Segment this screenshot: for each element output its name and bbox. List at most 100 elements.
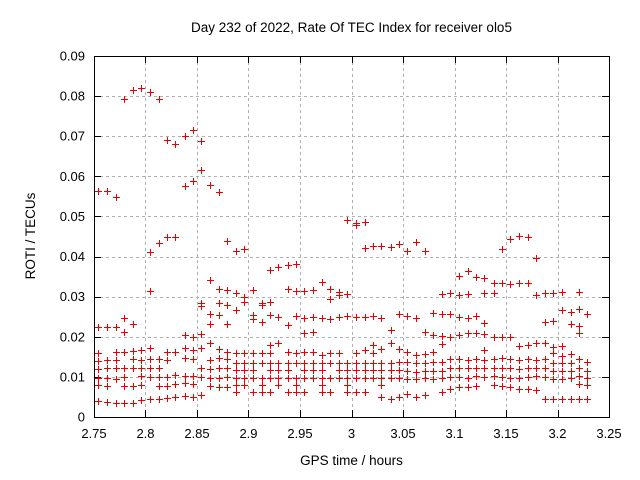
- data-point-marker: [336, 314, 343, 321]
- data-point-marker: [559, 396, 566, 403]
- data-point-marker: [310, 375, 317, 382]
- data-point-marker: [121, 400, 128, 407]
- data-point-marker: [576, 373, 583, 380]
- data-point-marker: [259, 375, 266, 382]
- data-point-marker: [241, 382, 248, 389]
- data-point-marker: [404, 248, 411, 255]
- data-point-marker: [413, 239, 420, 246]
- data-point-marker: [224, 349, 231, 356]
- data-point-marker: [164, 234, 171, 241]
- data-point-marker: [473, 365, 480, 372]
- data-point-marker: [499, 280, 506, 287]
- data-point-marker: [216, 346, 223, 353]
- data-point-marker: [285, 367, 292, 374]
- data-point-marker: [447, 374, 454, 381]
- data-point-marker: [584, 396, 591, 403]
- data-point-marker: [156, 365, 163, 372]
- data-point-marker: [533, 365, 540, 372]
- data-point-marker: [198, 331, 205, 338]
- data-point-marker: [533, 373, 540, 380]
- data-point-marker: [568, 396, 575, 403]
- data-point-marker: [207, 366, 214, 373]
- data-point-marker: [216, 355, 223, 362]
- data-point-marker: [422, 329, 429, 336]
- data-point-marker: [224, 238, 231, 245]
- data-point-marker: [95, 358, 102, 365]
- data-point-marker: [293, 375, 300, 382]
- data-point-marker: [310, 287, 317, 294]
- data-point-marker: [190, 394, 197, 401]
- y-tick-label: 0: [78, 410, 85, 425]
- data-point-marker: [388, 244, 395, 251]
- data-point-marker: [198, 167, 205, 174]
- data-point-marker: [121, 365, 128, 372]
- data-point-marker: [147, 396, 154, 403]
- data-point-marker: [481, 331, 488, 338]
- x-tick-label: 2.8: [136, 426, 154, 441]
- data-point-marker: [216, 384, 223, 391]
- data-point-marker: [259, 302, 266, 309]
- x-tick-label: 2.85: [184, 426, 209, 441]
- data-point-marker: [430, 359, 437, 366]
- data-point-marker: [319, 389, 326, 396]
- data-point-marker: [353, 375, 360, 382]
- data-point-marker: [542, 374, 549, 381]
- data-point-marker: [430, 332, 437, 339]
- data-point-marker: [396, 359, 403, 366]
- data-point-marker: [422, 360, 429, 367]
- data-point-marker: [267, 375, 274, 382]
- data-point-marker: [396, 241, 403, 248]
- data-point-marker: [353, 360, 360, 367]
- data-point-marker: [378, 346, 385, 353]
- data-point-marker: [473, 356, 480, 363]
- data-point-marker: [550, 318, 557, 325]
- data-point-marker: [164, 374, 171, 381]
- data-point-marker: [456, 365, 463, 372]
- data-point-marker: [172, 372, 179, 379]
- data-point-marker: [275, 264, 282, 271]
- data-point-marker: [499, 334, 506, 341]
- data-point-marker: [396, 311, 403, 318]
- data-point-marker: [104, 324, 111, 331]
- data-point-marker: [430, 368, 437, 375]
- data-point-marker: [362, 347, 369, 354]
- data-point-marker: [285, 389, 292, 396]
- data-point-marker: [216, 365, 223, 372]
- data-point-marker: [525, 342, 532, 349]
- data-point-marker: [491, 356, 498, 363]
- data-point-marker: [568, 368, 575, 375]
- y-tick-label: 0.02: [60, 329, 85, 344]
- data-point-marker: [259, 382, 266, 389]
- data-point-marker: [121, 349, 128, 356]
- data-point-marker: [156, 374, 163, 381]
- data-point-marker: [233, 360, 240, 367]
- data-point-marker: [447, 334, 454, 341]
- data-point-marker: [207, 277, 214, 284]
- data-point-marker: [293, 288, 300, 295]
- data-point-marker: [404, 359, 411, 366]
- data-point-marker: [465, 291, 472, 298]
- x-tick-label: 3.15: [493, 426, 518, 441]
- data-point-marker: [584, 368, 591, 375]
- data-point-marker: [378, 243, 385, 250]
- data-point-marker: [439, 341, 446, 348]
- data-point-marker: [550, 350, 557, 357]
- data-point-marker: [182, 133, 189, 140]
- data-point-marker: [293, 313, 300, 320]
- data-point-marker: [491, 290, 498, 297]
- data-point-marker: [95, 188, 102, 195]
- data-point-marker: [233, 382, 240, 389]
- data-point-marker: [378, 382, 385, 389]
- data-point-marker: [224, 384, 231, 391]
- data-point-marker: [542, 290, 549, 297]
- data-point-marker: [190, 373, 197, 380]
- data-point-marker: [207, 375, 214, 382]
- data-point-marker: [559, 307, 566, 314]
- data-point-marker: [370, 313, 377, 320]
- x-axis-label: GPS time / hours: [300, 453, 403, 468]
- data-point-marker: [584, 311, 591, 318]
- data-point-marker: [413, 315, 420, 322]
- data-point-marker: [336, 292, 343, 299]
- data-point-marker: [465, 330, 472, 337]
- data-point-marker: [481, 374, 488, 381]
